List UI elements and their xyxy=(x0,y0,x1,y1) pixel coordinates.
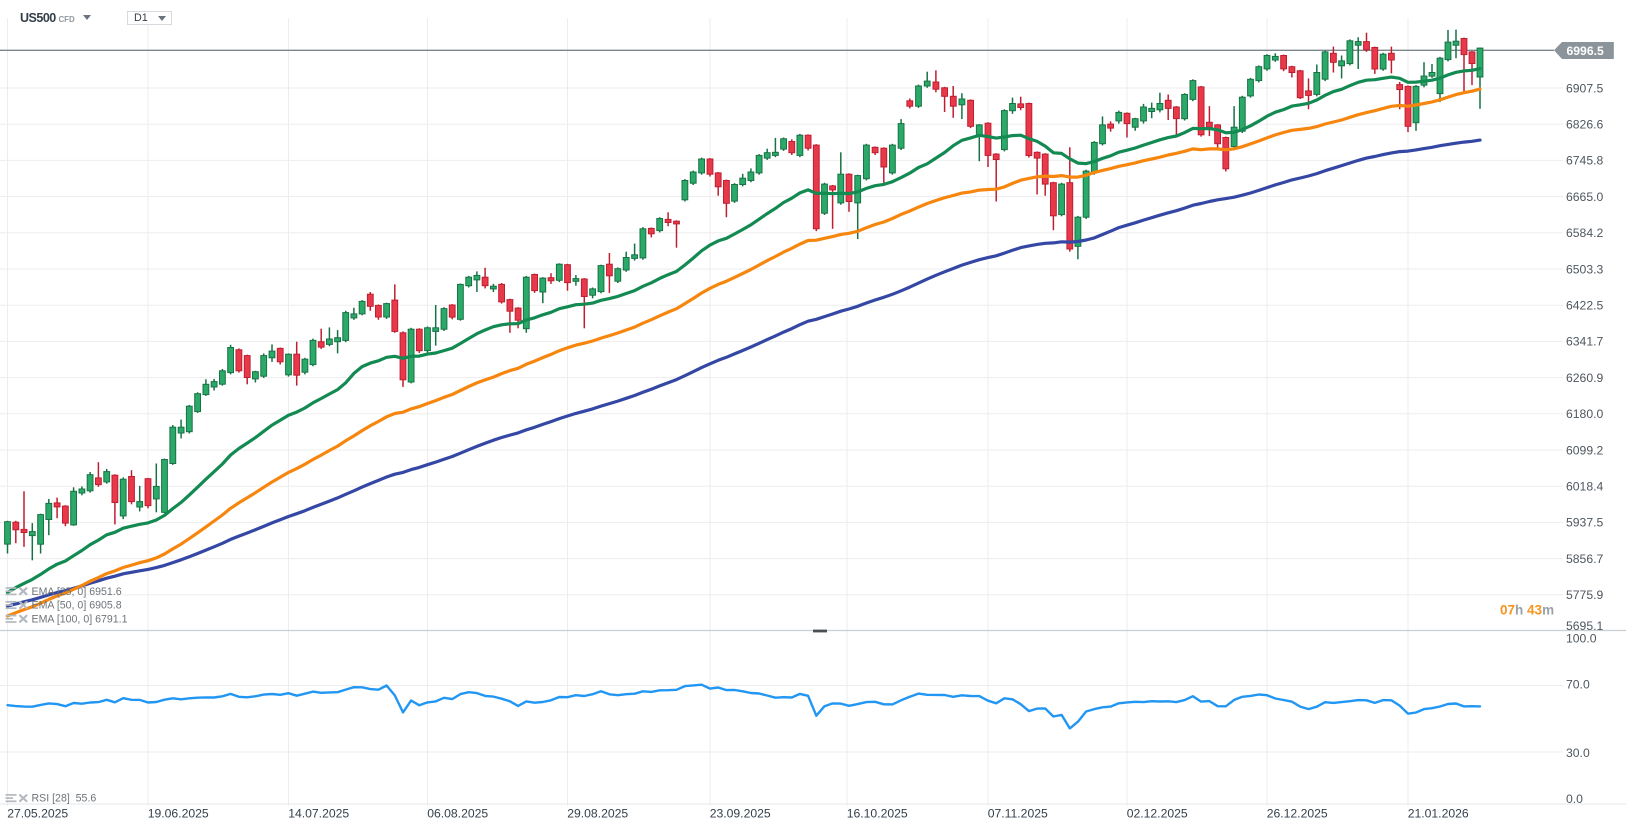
svg-text:30.0: 30.0 xyxy=(1566,746,1590,760)
svg-text:6341.7: 6341.7 xyxy=(1566,335,1603,349)
svg-text:07h 43m: 07h 43m xyxy=(1500,603,1554,618)
svg-text:29.08.2025: 29.08.2025 xyxy=(567,807,628,821)
svg-text:6584.2: 6584.2 xyxy=(1566,226,1603,240)
svg-text:6260.9: 6260.9 xyxy=(1566,371,1603,385)
svg-text:06.08.2025: 06.08.2025 xyxy=(427,807,488,821)
svg-text:0.0: 0.0 xyxy=(1566,792,1583,806)
svg-text:6745.8: 6745.8 xyxy=(1566,154,1603,168)
svg-text:23.09.2025: 23.09.2025 xyxy=(710,807,771,821)
svg-text:02.12.2025: 02.12.2025 xyxy=(1127,807,1188,821)
svg-text:6503.3: 6503.3 xyxy=(1566,262,1603,276)
svg-text:EMA [100, 0] 6791.1: EMA [100, 0] 6791.1 xyxy=(32,613,128,625)
svg-text:19.06.2025: 19.06.2025 xyxy=(148,807,209,821)
svg-text:6996.5: 6996.5 xyxy=(1567,44,1604,58)
svg-text:70.0: 70.0 xyxy=(1566,678,1590,692)
svg-text:EMA [25, 0] 6951.6: EMA [25, 0] 6951.6 xyxy=(32,586,122,598)
svg-text:6665.0: 6665.0 xyxy=(1566,190,1603,204)
svg-text:6907.5: 6907.5 xyxy=(1566,81,1603,95)
svg-text:RSI [28] 55.6: RSI [28] 55.6 xyxy=(32,793,97,805)
svg-text:6826.6: 6826.6 xyxy=(1566,118,1603,132)
svg-text:6099.2: 6099.2 xyxy=(1566,443,1603,457)
svg-text:16.10.2025: 16.10.2025 xyxy=(847,807,908,821)
svg-text:5775.9: 5775.9 xyxy=(1566,588,1603,602)
svg-text:27.05.2025: 27.05.2025 xyxy=(7,807,68,821)
svg-text:5937.5: 5937.5 xyxy=(1566,516,1603,530)
svg-text:6180.0: 6180.0 xyxy=(1566,407,1603,421)
svg-text:14.07.2025: 14.07.2025 xyxy=(288,807,349,821)
svg-text:5695.1: 5695.1 xyxy=(1566,619,1603,633)
svg-text:07.11.2025: 07.11.2025 xyxy=(988,807,1048,821)
svg-text:6018.4: 6018.4 xyxy=(1566,480,1603,494)
svg-text:100.0: 100.0 xyxy=(1566,632,1597,646)
svg-text:21.01.2026: 21.01.2026 xyxy=(1408,807,1469,821)
svg-text:5856.7: 5856.7 xyxy=(1566,552,1603,566)
svg-text:26.12.2025: 26.12.2025 xyxy=(1267,807,1328,821)
svg-text:EMA [50, 0] 6905.8: EMA [50, 0] 6905.8 xyxy=(32,600,122,612)
svg-text:6422.5: 6422.5 xyxy=(1566,299,1603,313)
